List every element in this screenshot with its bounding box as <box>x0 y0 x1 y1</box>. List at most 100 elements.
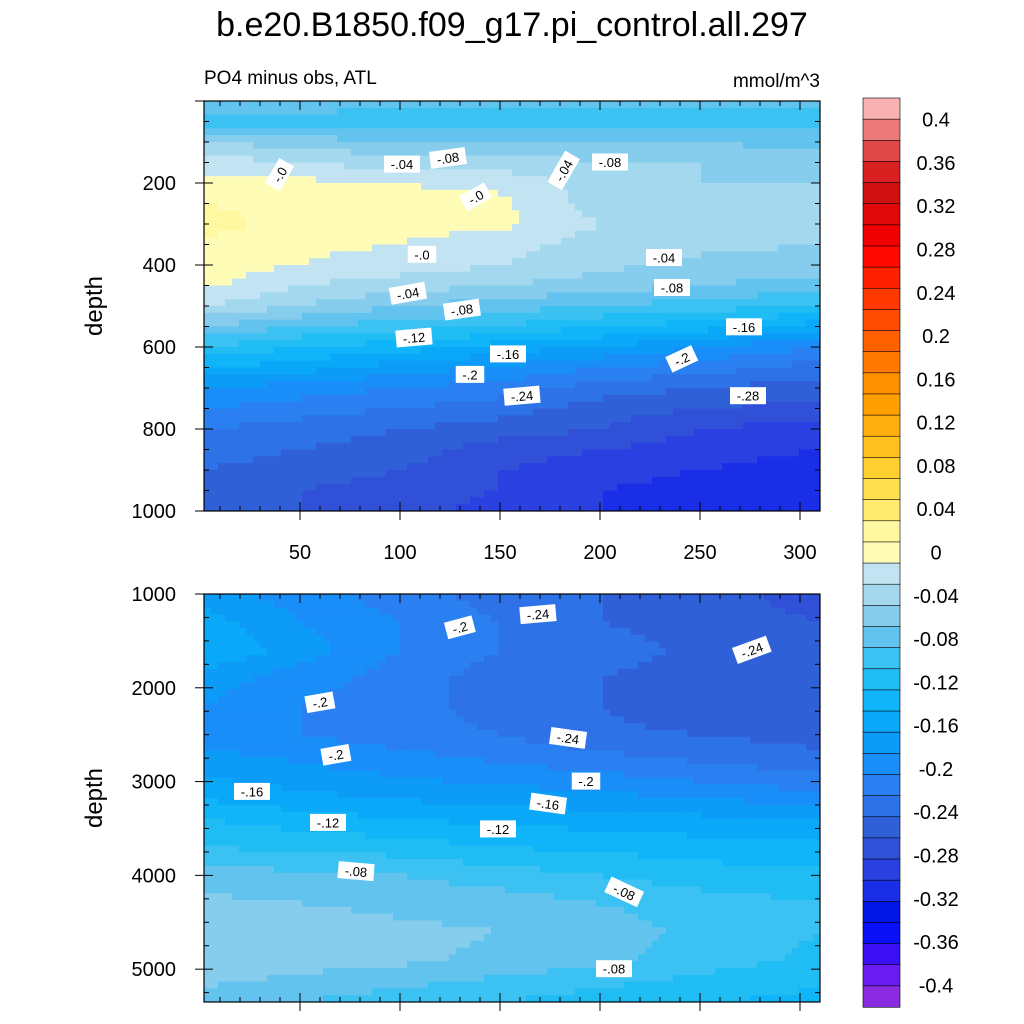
field-cell <box>708 312 716 321</box>
field-cell <box>379 456 387 464</box>
field-cell <box>204 306 212 314</box>
field-cell <box>813 162 820 170</box>
field-cell <box>596 408 604 416</box>
field-cell <box>456 203 464 211</box>
field-cell <box>617 476 625 485</box>
field-cell <box>813 203 820 211</box>
field-cell <box>799 176 807 184</box>
field-cell <box>519 442 527 451</box>
field-cell <box>428 326 436 334</box>
field-cell <box>673 388 681 396</box>
field-cell <box>505 237 513 246</box>
field-cell <box>554 483 562 492</box>
field-cell <box>750 251 758 259</box>
field-cell <box>561 128 569 136</box>
field-cell <box>568 326 576 334</box>
field-cell <box>512 326 520 334</box>
field-cell <box>694 128 702 136</box>
field-cell <box>701 463 709 471</box>
field-cell <box>603 360 611 369</box>
field-cell <box>666 176 674 184</box>
field-cell <box>316 210 324 218</box>
field-cell <box>491 237 499 246</box>
field-cell <box>652 224 660 232</box>
field-cell <box>778 299 786 307</box>
field-cell <box>757 463 765 471</box>
field-cell <box>792 415 800 423</box>
field-cell <box>477 470 485 478</box>
field-cell <box>750 422 758 430</box>
field-cell <box>316 203 324 211</box>
field-cell <box>253 401 261 410</box>
field-cell <box>645 217 653 225</box>
field-cell <box>204 401 212 410</box>
field-cell <box>722 128 730 136</box>
field-cell <box>568 196 576 205</box>
field-cell <box>729 285 737 293</box>
field-cell <box>666 224 674 232</box>
field-cell <box>680 148 688 157</box>
field-cell <box>393 367 401 375</box>
field-cell <box>547 463 555 471</box>
field-cell <box>736 306 744 314</box>
field-cell <box>813 101 820 109</box>
field-cell <box>778 217 786 225</box>
field-cell <box>652 292 660 300</box>
field-cell <box>799 347 807 355</box>
field-cell <box>687 162 695 170</box>
field-cell <box>442 114 450 123</box>
field-cell <box>547 381 555 389</box>
field-cell <box>463 258 471 266</box>
field-cell <box>694 183 702 191</box>
field-cell <box>421 183 429 191</box>
field-cell <box>204 210 212 218</box>
field-cell <box>421 415 429 423</box>
field-cell <box>302 224 310 232</box>
field-cell <box>666 107 674 116</box>
field-cell <box>302 470 310 478</box>
field-cell <box>631 429 639 437</box>
field-cell <box>246 456 254 464</box>
field-cell <box>729 353 737 362</box>
field-cell <box>680 340 688 348</box>
field-cell <box>358 435 366 444</box>
field-cell <box>267 388 275 396</box>
field-cell <box>645 333 653 341</box>
field-cell <box>554 101 562 109</box>
field-cell <box>386 435 394 444</box>
field-cell <box>498 224 506 232</box>
field-cell <box>813 121 820 129</box>
field-cell <box>407 189 415 198</box>
field-cell <box>400 203 408 211</box>
field-cell <box>344 388 352 396</box>
field-cell <box>302 347 310 355</box>
field-cell <box>603 258 611 266</box>
field-cell <box>288 101 296 109</box>
field-cell <box>435 326 443 334</box>
field-cell <box>491 258 499 266</box>
field-cell <box>316 353 324 362</box>
field-cell <box>449 258 457 266</box>
field-cell <box>232 121 240 129</box>
field-cell <box>645 483 653 492</box>
field-cell <box>687 176 695 184</box>
field-cell <box>659 394 667 403</box>
field-cell <box>554 142 562 150</box>
field-cell <box>617 299 625 307</box>
field-cell <box>708 121 716 129</box>
field-cell <box>638 476 646 485</box>
field-cell <box>372 429 380 437</box>
field-cell <box>708 203 716 211</box>
field-cell <box>505 162 513 170</box>
field-cell <box>288 278 296 287</box>
field-cell <box>778 394 786 403</box>
field-cell <box>246 155 254 164</box>
field-cell <box>771 333 779 341</box>
field-cell <box>491 388 499 396</box>
field-cell <box>568 183 576 191</box>
field-cell <box>267 319 275 328</box>
field-cell <box>456 278 464 287</box>
field-cell <box>806 415 814 423</box>
field-cell <box>505 422 513 430</box>
field-cell <box>617 456 625 464</box>
